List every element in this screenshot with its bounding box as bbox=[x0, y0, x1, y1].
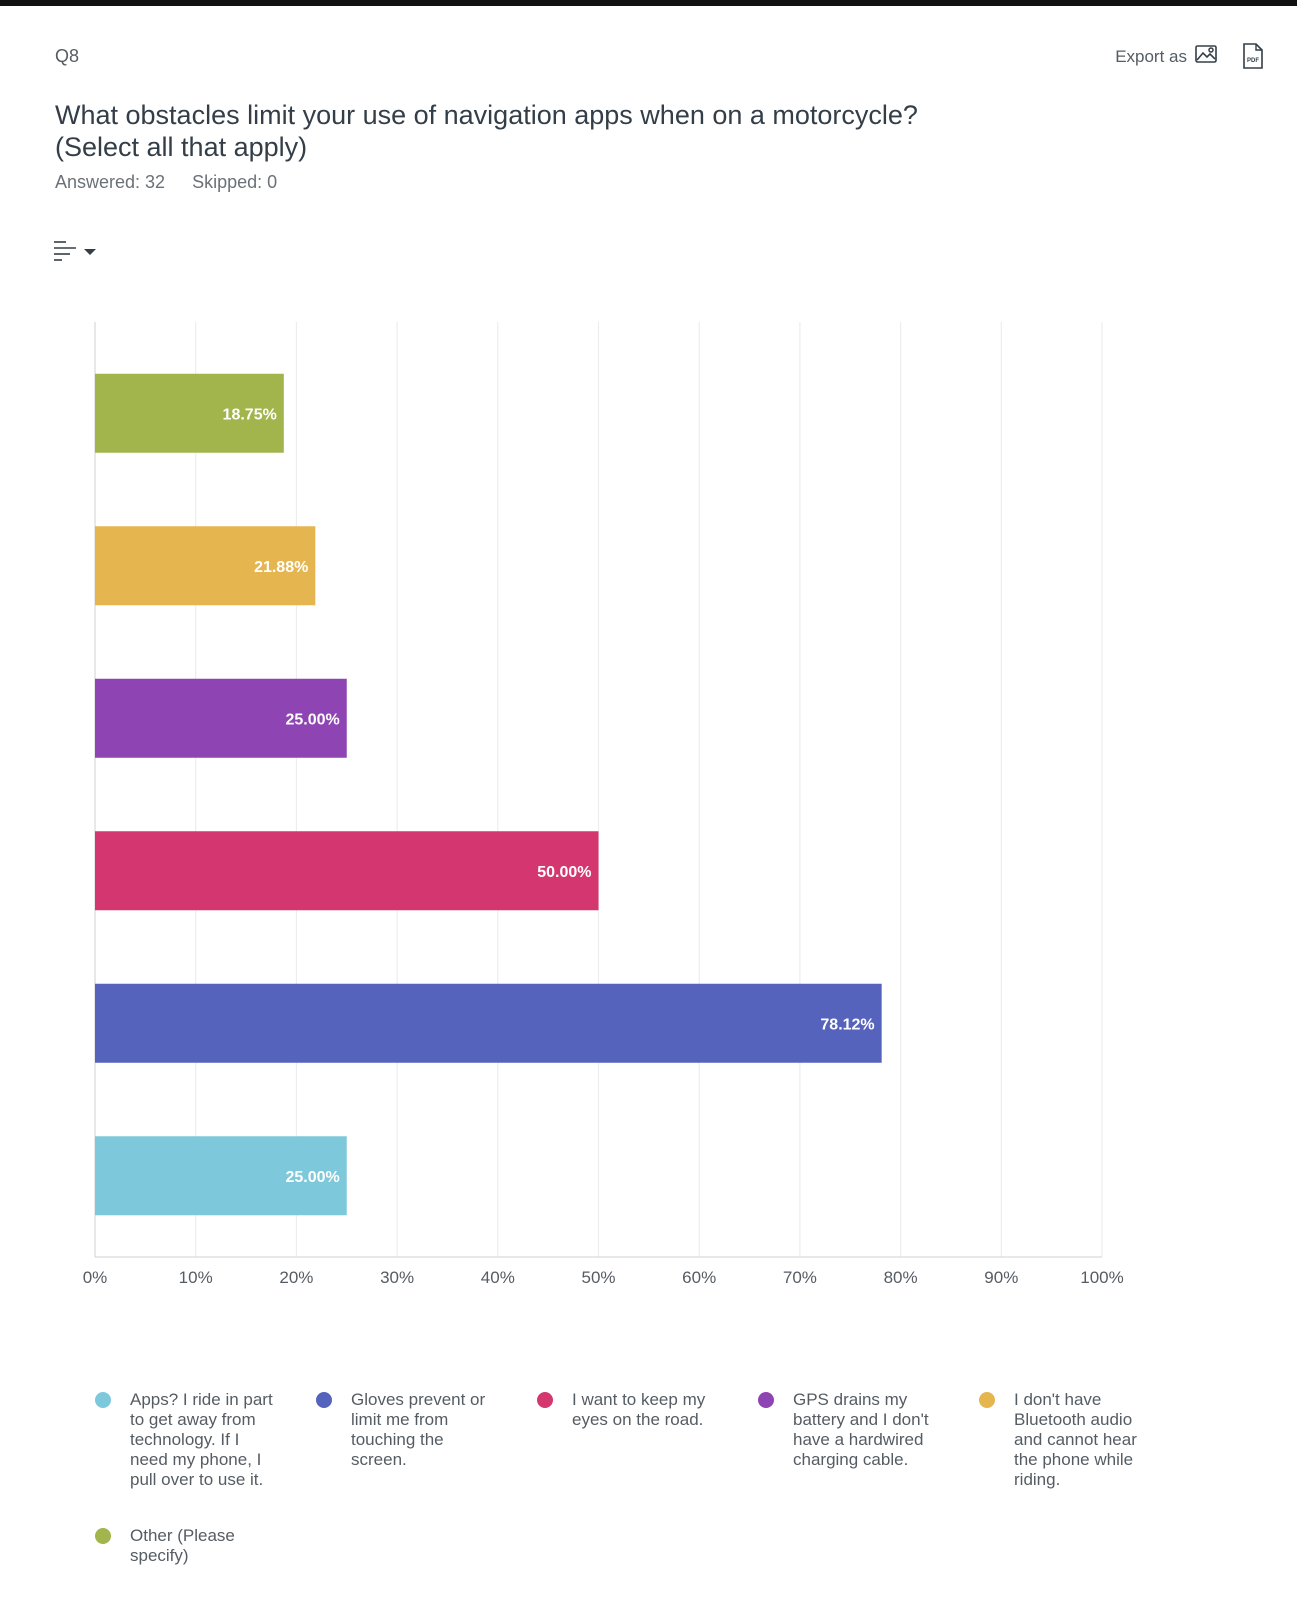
answered-count: Answered: 32 bbox=[55, 172, 166, 192]
legend-swatch bbox=[95, 1528, 111, 1544]
bar-value-label: 25.00% bbox=[285, 1169, 339, 1186]
legend-label: I want to keep my eyes on the road. bbox=[572, 1390, 706, 1429]
legend-label: I don't have Bluetooth audio and cannot … bbox=[1014, 1390, 1137, 1489]
response-stats: Answered: 32 Skipped: 0 bbox=[55, 172, 299, 193]
legend-label: GPS drains my battery and I don't have a… bbox=[793, 1390, 929, 1469]
x-tick-label: 70% bbox=[783, 1268, 817, 1287]
chart-legend: Apps? I ride in part to get away from te… bbox=[95, 1390, 1215, 1602]
x-tick-label: 90% bbox=[984, 1268, 1018, 1287]
x-tick-label: 60% bbox=[682, 1268, 716, 1287]
export-label: Export as bbox=[1115, 47, 1187, 66]
question-number: Q8 bbox=[55, 46, 80, 66]
x-tick-label: 50% bbox=[581, 1268, 615, 1287]
legend-swatch bbox=[316, 1392, 332, 1408]
x-tick-label: 20% bbox=[279, 1268, 313, 1287]
bar-value-label: 25.00% bbox=[285, 711, 339, 728]
x-tick-label: 0% bbox=[83, 1268, 108, 1287]
bar[interactable] bbox=[95, 983, 882, 1063]
top-bar bbox=[0, 0, 1297, 6]
bar[interactable] bbox=[95, 526, 316, 606]
bar-chart: 0% 10% 20% 30% 40% 50% 60% 70% 80% 90% 100% 18.75% 2… bbox=[83, 322, 1124, 1287]
legend-swatch bbox=[979, 1392, 995, 1408]
bar-value-label: 21.88% bbox=[254, 559, 308, 576]
legend-item[interactable]: Gloves prevent or limit me from touching… bbox=[316, 1390, 537, 1490]
bar-value-label: 78.12% bbox=[820, 1016, 874, 1033]
legend-label: Gloves prevent or limit me from touching… bbox=[351, 1390, 486, 1469]
bar[interactable] bbox=[95, 678, 347, 758]
question-title: What obstacles limit your use of navigat… bbox=[55, 100, 918, 162]
legend-swatch bbox=[537, 1392, 553, 1408]
x-tick-label: 40% bbox=[481, 1268, 515, 1287]
legend-item[interactable]: I want to keep my eyes on the road. bbox=[537, 1390, 758, 1490]
legend-item[interactable]: Apps? I ride in part to get away from te… bbox=[95, 1390, 316, 1490]
bar[interactable] bbox=[95, 831, 599, 911]
bar[interactable] bbox=[95, 373, 284, 453]
sort-icon bbox=[54, 241, 96, 261]
legend-label: Apps? I ride in part to get away from te… bbox=[130, 1390, 273, 1489]
legend-swatch bbox=[758, 1392, 774, 1408]
bar-value-label: 50.00% bbox=[537, 864, 591, 881]
sort-dropdown[interactable] bbox=[54, 240, 102, 264]
legend-item[interactable]: I don't have Bluetooth audio and cannot … bbox=[979, 1390, 1200, 1490]
legend-label: Other (Please specify) bbox=[130, 1526, 235, 1565]
x-tick-label: 10% bbox=[179, 1268, 213, 1287]
legend-swatch bbox=[95, 1392, 111, 1408]
pdf-icon[interactable]: PDF bbox=[1242, 43, 1270, 71]
legend-item[interactable]: Other (Please specify) bbox=[95, 1526, 316, 1566]
bar-value-label: 18.75% bbox=[223, 406, 277, 423]
bar[interactable] bbox=[95, 1136, 347, 1216]
x-tick-label: 100% bbox=[1080, 1268, 1123, 1287]
image-icon[interactable] bbox=[1195, 43, 1223, 71]
legend-item[interactable]: GPS drains my battery and I don't have a… bbox=[758, 1390, 979, 1490]
svg-text:PDF: PDF bbox=[1247, 58, 1259, 64]
x-tick-label: 80% bbox=[884, 1268, 918, 1287]
x-tick-label: 30% bbox=[380, 1268, 414, 1287]
skipped-count: Skipped: 0 bbox=[192, 172, 278, 192]
